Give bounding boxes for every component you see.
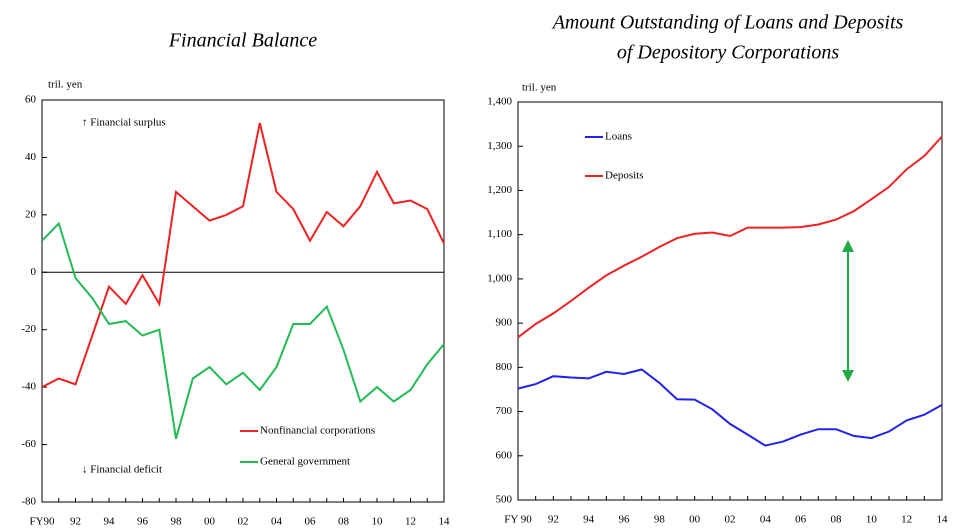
legend-label: General government: [260, 456, 350, 468]
x-tick-label: 08: [338, 516, 350, 528]
chart-title: Amount Outstanding of Loans and Deposits: [551, 12, 904, 34]
x-tick-label: 08: [831, 514, 843, 526]
x-tick-label: 04: [760, 514, 772, 526]
y-tick-label: 1,300: [487, 140, 512, 152]
y-tick-label: 1,400: [487, 96, 512, 108]
y-tick-label: 60: [25, 94, 37, 106]
x-tick-label: 14: [439, 516, 451, 528]
y-tick-label: 900: [496, 317, 513, 329]
x-tick-label: 10: [866, 514, 878, 526]
y-tick-label: -60: [21, 438, 36, 450]
y-tick-label: 40: [25, 151, 37, 163]
y-tick-label: 800: [496, 361, 513, 373]
x-tick-label: 92: [70, 516, 81, 528]
legend-label: Deposits: [605, 170, 644, 182]
x-tick-label: 94: [583, 514, 595, 526]
y-tick-label: 1,100: [487, 228, 512, 240]
x-tick-label: 98: [171, 516, 183, 528]
series-line: [517, 368, 943, 447]
x-tick-label: 14: [937, 514, 949, 526]
legend-label: Loans: [605, 131, 632, 143]
y-tick-label: -40: [21, 381, 36, 393]
y-tick-label: 700: [496, 405, 513, 417]
x-tick-label: 96: [619, 514, 631, 526]
y-tick-label: 500: [496, 494, 513, 506]
x-tick-label: 06: [795, 514, 807, 526]
x-tick-label: 02: [238, 516, 249, 528]
x-tick-label: 00: [689, 514, 701, 526]
annotation: ↑ Financial surplus: [82, 117, 166, 129]
x-tick-label: 10: [372, 516, 384, 528]
y-tick-label: -20: [21, 323, 36, 335]
plot-frame: [41, 99, 445, 503]
x-tick-label: 12: [901, 514, 912, 526]
x-tick-label: 94: [104, 516, 116, 528]
series-line: [517, 135, 943, 339]
x-tick-label: 00: [204, 516, 216, 528]
y-axis-unit: tril. yen: [522, 82, 557, 94]
x-tick-label: 04: [271, 516, 283, 528]
x-tick-label: 02: [725, 514, 736, 526]
x-tick-label: 06: [305, 516, 317, 528]
x-tick-label: 92: [548, 514, 559, 526]
x-tick-label: FY 90: [504, 514, 532, 526]
y-tick-label: 1,200: [487, 184, 512, 196]
plot-frame: [517, 101, 943, 501]
y-tick-label: -80: [21, 496, 36, 508]
x-tick-label: FY90: [29, 516, 55, 528]
y-tick-label: 20: [25, 208, 37, 220]
y-tick-label: 0: [31, 266, 37, 278]
chart-title: of Depository Corporations: [617, 42, 839, 64]
y-axis-unit: tril. yen: [48, 79, 83, 91]
double-arrow: [842, 240, 854, 382]
x-tick-label: 98: [654, 514, 666, 526]
y-tick-label: 600: [496, 449, 513, 461]
annotation: ↓ Financial deficit: [82, 464, 162, 476]
series-line: [41, 221, 445, 440]
series-line: [41, 122, 445, 388]
chart-title: Financial Balance: [168, 30, 317, 52]
x-tick-label: 96: [137, 516, 149, 528]
legend-label: Nonfinancial corporations: [260, 425, 375, 437]
y-tick-label: 1,000: [487, 272, 512, 284]
x-tick-label: 12: [405, 516, 416, 528]
